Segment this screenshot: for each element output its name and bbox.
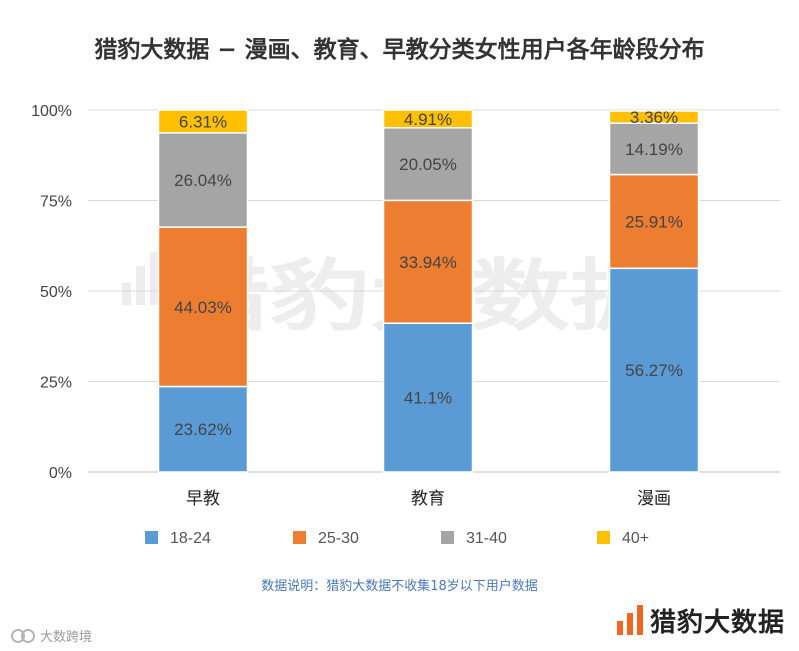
bar-value-label: 6.31% bbox=[179, 112, 227, 131]
bar-segment bbox=[157, 109, 249, 134]
legend-swatch bbox=[145, 531, 158, 544]
source-logo-icon bbox=[11, 628, 35, 643]
brand-bars-icon bbox=[616, 605, 643, 635]
legend-label: 18-24 bbox=[170, 530, 211, 547]
brand-logo: 猎豹大数据 bbox=[616, 600, 785, 640]
x-tick-label: 教育 bbox=[411, 489, 445, 509]
legend-swatch bbox=[597, 531, 610, 544]
bar-value-label: 20.05% bbox=[399, 155, 457, 174]
source-mark: 大数跨境 bbox=[10, 626, 92, 645]
bar-value-label: 41.1% bbox=[404, 389, 452, 408]
y-tick-label: 100% bbox=[31, 103, 72, 120]
legend-item: 31-40 bbox=[441, 530, 507, 547]
legend-swatch bbox=[293, 531, 306, 544]
y-tick-label: 25% bbox=[40, 375, 72, 392]
bar-value-label: 25.91% bbox=[625, 212, 683, 231]
bar-value-label: 56.27% bbox=[625, 361, 683, 380]
bar-segment bbox=[608, 110, 700, 124]
data-note: 数据说明：猎豹大数据不收集18岁以下用户数据 bbox=[261, 579, 538, 594]
bar-segment bbox=[382, 109, 474, 129]
x-tick-label: 早教 bbox=[186, 489, 220, 509]
bar-segment bbox=[157, 385, 249, 473]
legend-label: 40+ bbox=[622, 530, 649, 547]
legend-item: 25-30 bbox=[293, 530, 359, 547]
bar-value-label: 23.62% bbox=[174, 420, 232, 439]
y-tick-label: 0% bbox=[49, 465, 72, 482]
y-tick-label: 75% bbox=[40, 194, 72, 211]
legend-swatch bbox=[441, 531, 454, 544]
bar-value-label: 14.19% bbox=[625, 140, 683, 159]
legend-item: 40+ bbox=[597, 530, 649, 547]
bar-value-label: 26.04% bbox=[174, 171, 232, 190]
bar-value-label: 44.03% bbox=[174, 298, 232, 317]
bar-segment bbox=[608, 173, 700, 270]
bar-value-label: 33.94% bbox=[399, 253, 457, 272]
watermark-logo-icon bbox=[122, 252, 159, 305]
bar-segment bbox=[608, 267, 700, 473]
source-label: 大数跨境 bbox=[40, 630, 93, 645]
bar-segment bbox=[382, 127, 474, 202]
bar-segment bbox=[608, 122, 700, 176]
bar-value-label: 3.36% bbox=[630, 108, 678, 127]
legend-label: 25-30 bbox=[318, 530, 359, 547]
bar-segment bbox=[382, 322, 474, 473]
bar-value-label: 4.91% bbox=[404, 110, 452, 129]
x-tick-label: 漫画 bbox=[637, 489, 671, 509]
chart-title: 猎豹大数据 − 漫画、教育、早教分类女性用户各年龄段分布 bbox=[94, 37, 705, 63]
stacked-bar-chart: 猎豹大数据 23.62%44.03%26.04%6.31%41.1%33.94%… bbox=[31, 103, 780, 547]
legend-item: 18-24 bbox=[145, 530, 211, 547]
y-tick-label: 50% bbox=[40, 284, 72, 301]
brand-name: 猎豹大数据 bbox=[649, 607, 785, 638]
bar-segment bbox=[382, 199, 474, 324]
legend-label: 31-40 bbox=[466, 530, 507, 547]
